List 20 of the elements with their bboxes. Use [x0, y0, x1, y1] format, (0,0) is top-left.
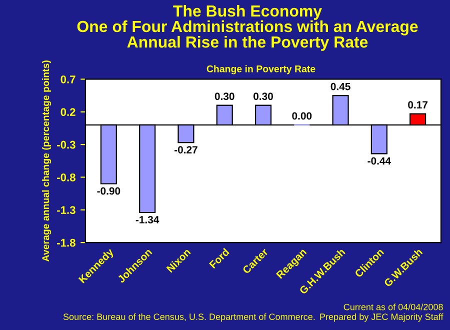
data-label: 0.45: [330, 82, 350, 90]
y-tick-label: 0.7: [60, 75, 76, 84]
data-label: 0.30: [214, 92, 234, 100]
data-label: -0.27: [174, 146, 198, 154]
text: Current as of 04/04/2008 Prepared by JEC Majority Staff: [320, 304, 444, 322]
data-label: 0.00: [292, 112, 312, 120]
source-note: Source: Bureau of the Census, U.S. Department of Commerce.: [63, 313, 315, 322]
y-axis-title: Average annual change (percentage points): [42, 60, 52, 262]
data-label: 0.30: [254, 92, 273, 100]
data-label: -0.90: [97, 187, 120, 195]
y-tick-label: -0.3: [57, 140, 76, 149]
y-tick-label: 0.2: [60, 108, 76, 116]
y-tick-label: -1.3: [57, 206, 76, 214]
data-label: -0.44: [368, 157, 391, 165]
data-label: 0.17: [408, 101, 428, 109]
chart-title: The Bush Economy One of Four Administrations with an Average Annual Rise in the Poverty Rate: [77, 4, 418, 51]
data-label: -1.34: [136, 216, 160, 224]
chart-subtitle: Change in Poverty Rate: [206, 65, 316, 74]
y-tick-label: -1.8: [57, 238, 76, 247]
y-tick-label: -0.8: [57, 173, 76, 182]
